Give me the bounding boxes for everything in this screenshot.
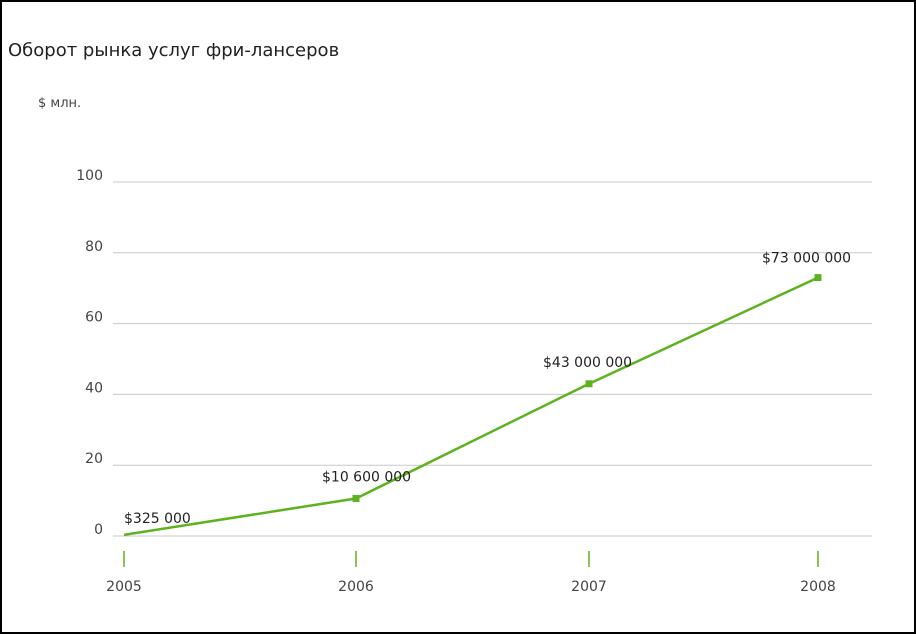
y-tick-label: 20 <box>85 451 103 467</box>
y-tick-label: 100 <box>76 168 103 184</box>
data-point <box>585 380 593 388</box>
y-tick-label: 80 <box>85 239 103 255</box>
y-unit-label: $ млн. <box>38 96 82 111</box>
data-label: $10 600 000 <box>322 469 411 485</box>
x-tick-label: 2006 <box>338 579 374 595</box>
y-tick-label: 40 <box>85 380 103 396</box>
x-tick-label: 2005 <box>106 579 142 595</box>
y-tick-label: 0 <box>94 522 103 538</box>
series-line <box>123 276 819 537</box>
x-tick-label: 2007 <box>571 579 607 595</box>
data-point <box>814 274 822 282</box>
data-label: $73 000 000 <box>762 251 851 267</box>
y-tick-label: 60 <box>85 310 103 326</box>
data-point <box>352 494 360 502</box>
data-label: $43 000 000 <box>543 355 632 371</box>
data-label: $325 000 <box>124 511 191 527</box>
chart-title: Оборот рынка услуг фри-лансеров <box>8 40 340 61</box>
x-tick-label: 2008 <box>800 579 836 595</box>
